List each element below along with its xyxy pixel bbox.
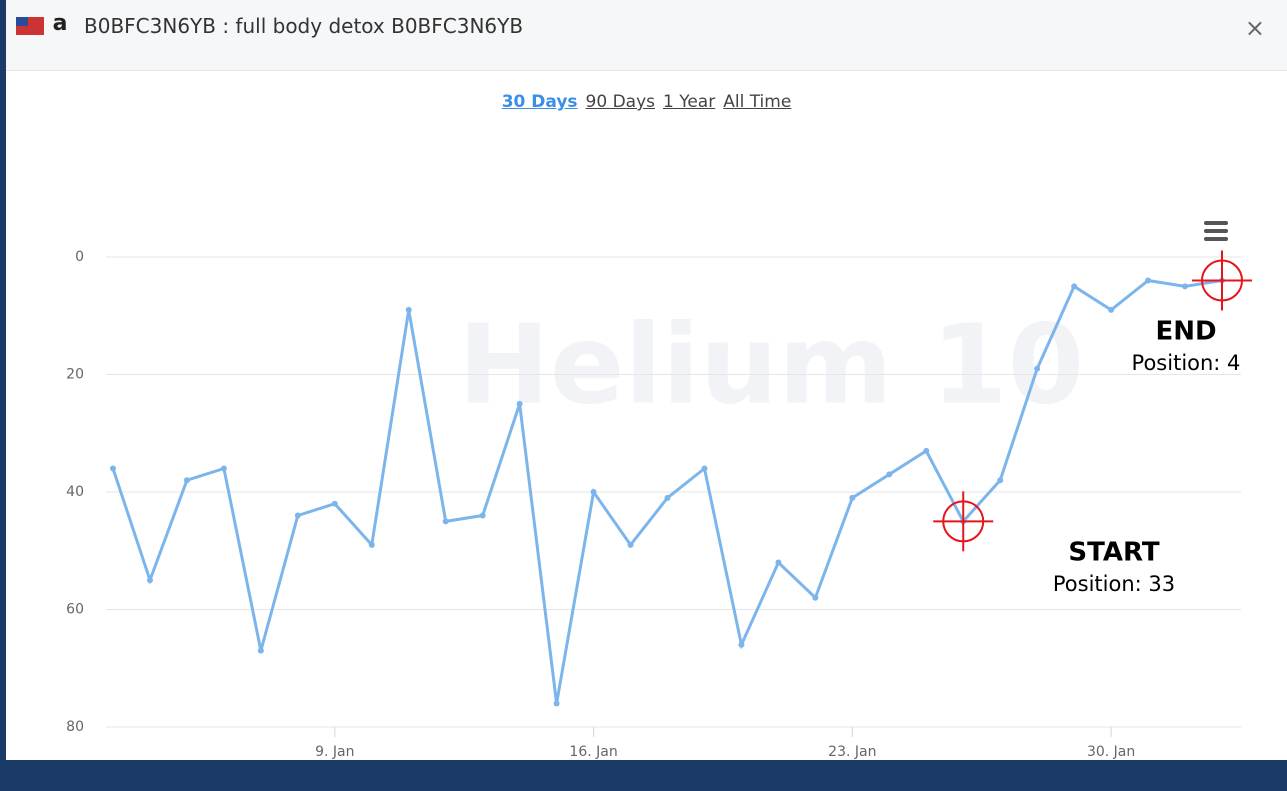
point [886, 471, 893, 478]
point [294, 512, 301, 519]
point [1108, 306, 1115, 313]
x-tick-label: 16. Jan [569, 744, 617, 760]
point [590, 489, 597, 495]
point [738, 641, 745, 648]
crosshair [933, 491, 994, 552]
point [553, 700, 560, 707]
y-tick-label: 80 [66, 719, 84, 735]
modal: a B0BFC3N6YB : full body detox B0BFC3N6Y… [6, 0, 1287, 760]
close-button[interactable]: × [1244, 14, 1265, 42]
point [183, 477, 190, 484]
range-button[interactable]: 90 Days [585, 92, 655, 112]
point [627, 541, 634, 548]
point [331, 500, 338, 507]
x-tick-label: 30. Jan [1087, 744, 1135, 760]
menu-icon[interactable] [1204, 221, 1228, 241]
point [775, 559, 782, 566]
annotation-text: Position: 4 [1132, 351, 1241, 375]
x-tick-label: 9. Jan [315, 744, 354, 760]
y-tick-label: 20 [66, 367, 84, 383]
point [923, 447, 930, 454]
point [516, 400, 523, 407]
point [849, 494, 856, 501]
point [442, 518, 449, 525]
point [812, 594, 819, 601]
point [368, 541, 375, 548]
point [664, 494, 671, 501]
annotation-title: START [1068, 538, 1159, 568]
range-button[interactable]: 1 Year [663, 92, 716, 112]
header: a B0BFC3N6YB : full body detox B0BFC3N6Y… [6, 0, 1287, 71]
icons: a [16, 11, 68, 36]
x-tick-label: 23. Jan [828, 744, 876, 760]
point [220, 465, 227, 472]
point [257, 647, 264, 654]
y-tick-label: 60 [66, 602, 84, 618]
chart: Helium 10 0 20 40 60 80 9. Jan 16. Jan 23. Jan 30… [66, 221, 1252, 760]
flag-canton [16, 17, 28, 26]
amazon-icon: a [53, 11, 68, 36]
title: B0BFC3N6YB : full body detox B0BFC3N6YB [84, 14, 524, 38]
point [997, 477, 1004, 484]
point [405, 306, 412, 313]
y-tick-label: 40 [66, 484, 84, 500]
annotation-text: Position: 33 [1053, 572, 1175, 596]
y-tick-label: 0 [75, 249, 84, 265]
point [479, 512, 486, 519]
point [1145, 277, 1152, 284]
point [701, 465, 708, 472]
watermark: Helium 10 [458, 300, 1084, 428]
range-selector: 30 Days 90 Days 1 Year All Time [6, 92, 1287, 112]
annotation-title: END [1155, 317, 1216, 347]
crosshair [1192, 250, 1252, 311]
point [1034, 365, 1041, 372]
point [1182, 283, 1189, 290]
point [1071, 283, 1078, 290]
range-button[interactable]: 30 Days [501, 92, 578, 112]
point [146, 577, 153, 584]
point [110, 465, 116, 472]
range-button[interactable]: All Time [723, 92, 792, 112]
